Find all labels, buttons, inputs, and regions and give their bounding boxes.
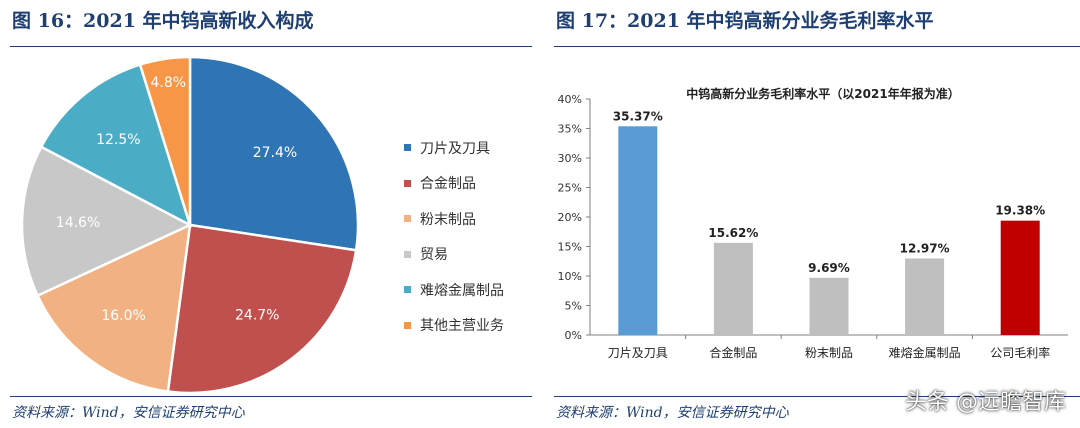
pie-slice-label: 12.5% xyxy=(96,132,140,148)
pie-slice xyxy=(20,145,193,298)
figure-16-panel: 图 16：2021 年中钨高新收入构成 27.4% 24.7% 16.0% 14.6%… xyxy=(0,0,532,428)
pie-legend: 刀片及刀具合金制品粉末制品贸易难熔金属制品 其他主营业务 xyxy=(404,130,504,343)
legend-item: 贸易 xyxy=(404,237,504,273)
legend-swatch xyxy=(404,250,411,258)
legend-label: 难熔金属制品 xyxy=(420,282,504,299)
figure-16-title: 图 16：2021 年中钨高新收入构成 xyxy=(12,10,314,32)
legend-swatch xyxy=(404,286,411,294)
y-tick-label: 30% xyxy=(558,152,582,165)
figure-16-bottom-rule xyxy=(10,396,532,397)
pie-slice-label: 4.8% xyxy=(151,75,187,91)
pie-slice xyxy=(39,63,193,228)
pie-slice-label: 14.6% xyxy=(56,215,100,231)
legend-label: 粉末制品 xyxy=(420,211,476,228)
bar-value-label: 15.62% xyxy=(708,226,758,240)
bar xyxy=(809,277,849,335)
x-category-label: 刀片及刀具 xyxy=(608,346,668,360)
legend-item: 粉末制品 xyxy=(404,201,504,237)
x-category-label: 粉末制品 xyxy=(805,346,853,360)
x-category-label: 合金制品 xyxy=(709,345,757,360)
y-tick-label: 5% xyxy=(565,300,582,313)
y-tick-label: 35% xyxy=(558,123,582,136)
legend-item: 刀片及刀具 xyxy=(404,130,504,166)
legend-swatch xyxy=(404,215,411,223)
legend-item: 其他主营业务 xyxy=(404,308,504,344)
pie-slice-label: 27.4% xyxy=(253,145,297,161)
bar-value-label: 9.69% xyxy=(808,261,850,275)
bar xyxy=(618,126,658,335)
bar-value-label: 12.97% xyxy=(900,241,950,255)
y-tick-label: 25% xyxy=(558,182,582,195)
legend-label: 其他主营业务 xyxy=(420,318,504,335)
bar xyxy=(1000,220,1040,335)
legend-swatch xyxy=(404,321,411,329)
figure-16-top-rule xyxy=(10,46,532,47)
pie-slice-label: 24.7% xyxy=(235,308,279,324)
gross-margin-bar-chart: 中钨高新分业务毛利率水平（以2021年年报为准） 0% 5% 10% 15% 20% 25%… xyxy=(558,86,1068,360)
y-tick-label: 0% xyxy=(565,329,582,342)
y-tick-label: 10% xyxy=(558,270,582,283)
figure-17-title: 图 17：2021 年中钨高新分业务毛利率水平 xyxy=(556,10,934,32)
y-tick-label: 15% xyxy=(558,241,582,254)
figure-17-top-rule xyxy=(554,46,1080,47)
bar-value-label: 19.38% xyxy=(995,204,1045,218)
legend-item: 合金制品 xyxy=(404,166,504,202)
legend-swatch xyxy=(404,179,411,187)
bar xyxy=(905,258,945,335)
bar xyxy=(713,242,753,335)
figure-17-source: 资料来源：Wind，安信证券研究中心 xyxy=(556,405,789,421)
bar-chart-title: 中钨高新分业务毛利率水平（以2021年年报为准） xyxy=(686,86,959,101)
pie-slice xyxy=(35,222,192,393)
pie-slice xyxy=(188,55,360,252)
x-category-label: 难熔金属制品 xyxy=(889,345,961,360)
legend-label: 刀片及刀具 xyxy=(420,140,490,157)
figure-17-panel: 图 17：2021 年中钨高新分业务毛利率水平 中钨高新分业务毛利率水平（以20… xyxy=(548,0,1080,428)
watermark: 头条 @远瞻智库 xyxy=(905,390,1066,415)
y-tick-label: 20% xyxy=(558,211,582,224)
y-tick-label: 40% xyxy=(558,93,582,106)
legend-label: 合金制品 xyxy=(420,176,476,193)
legend-item: 难熔金属制品 xyxy=(404,272,504,308)
x-category-label: 公司毛利率 xyxy=(990,345,1050,360)
revenue-pie-chart: 27.4% 24.7% 16.0% 14.6% 12.5% 4.8% xyxy=(20,55,360,395)
legend-swatch xyxy=(404,144,411,152)
legend-label: 贸易 xyxy=(420,247,448,264)
pie-slice xyxy=(138,55,192,226)
figure-16-source: 资料来源：Wind，安信证券研究中心 xyxy=(12,405,245,421)
bar-value-label: 35.37% xyxy=(613,109,663,123)
pie-slice xyxy=(166,223,358,395)
figure-17-bottom-rule xyxy=(554,396,1080,397)
pie-slice-label: 16.0% xyxy=(101,308,145,324)
